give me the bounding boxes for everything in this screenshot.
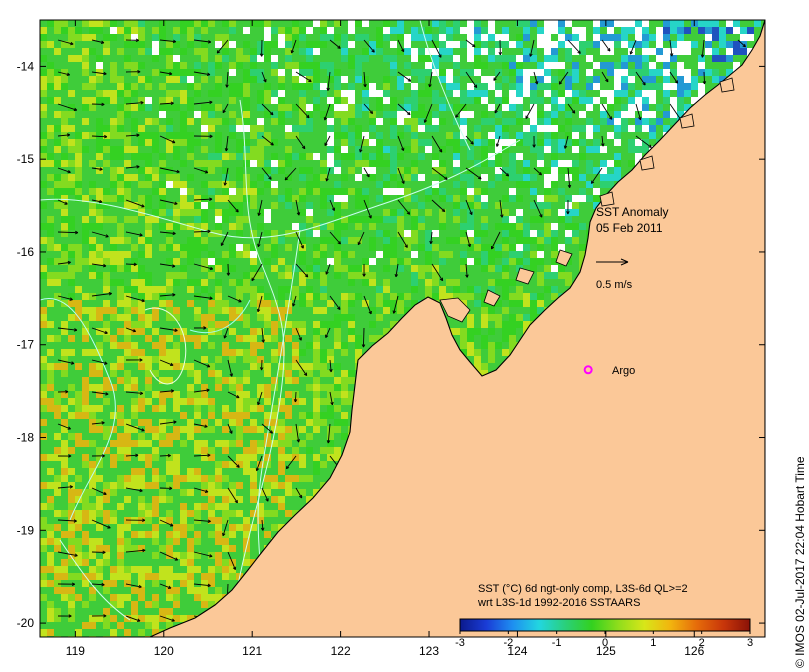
latitude-tick-label: -20 bbox=[17, 616, 35, 630]
imos-credit: © IMOS 02-Jul-2017 22:04 Hobart Time bbox=[793, 456, 807, 668]
colorbar-tick-label: 3 bbox=[747, 637, 753, 649]
latitude-axis: -14 -15 -16 -17 -18 -19 -20 bbox=[17, 59, 765, 630]
latitude-tick-label: -17 bbox=[17, 338, 35, 352]
map-title: SST Anomaly bbox=[596, 205, 669, 219]
surface-current-vectors bbox=[57, 38, 746, 636]
colorbar-tick-label: 2 bbox=[699, 637, 705, 649]
longitude-tick-label: 125 bbox=[596, 644, 616, 658]
longitude-tick-label: 121 bbox=[242, 644, 262, 658]
longitude-tick-label: 120 bbox=[154, 644, 174, 658]
velocity-scale-arrow bbox=[596, 258, 629, 266]
colorbar-tick-label: 1 bbox=[650, 637, 656, 649]
latitude-tick-label: -15 bbox=[17, 152, 35, 166]
sst-anomaly-colorbar: -3 -2 -1 0 1 2 3 bbox=[455, 618, 753, 649]
longitude-tick-label: 119 bbox=[66, 644, 85, 658]
colorbar-tick-label: -3 bbox=[455, 637, 465, 649]
argo-label: Argo bbox=[612, 365, 636, 377]
argo-float-marker bbox=[583, 365, 593, 375]
latitude-tick-label: -16 bbox=[17, 245, 35, 259]
longitude-axis: 119 120 121 122 123 124 125 126 bbox=[66, 20, 705, 658]
latitude-tick-label: -19 bbox=[17, 523, 35, 537]
velocity-scale-label: 0.5 m/s bbox=[596, 279, 633, 291]
plot-frame bbox=[39, 19, 766, 638]
sst-contour-lines bbox=[40, 20, 521, 621]
colorbar-tick-label: 0 bbox=[602, 637, 608, 649]
australia-land bbox=[149, 20, 765, 637]
latitude-tick-label: -14 bbox=[17, 59, 35, 73]
colorbar-title-line2: wrt L3S-1d 1992-2016 SSTAARS bbox=[478, 597, 641, 609]
map-date: 05 Feb 2011 bbox=[596, 221, 663, 235]
colorbar-tick-label: -1 bbox=[552, 637, 562, 649]
latitude-tick-label: -18 bbox=[17, 431, 35, 445]
longitude-tick-label: 122 bbox=[331, 644, 351, 658]
colorbar-title-line1: SST (°C) 6d ngt-only comp, L3S-6d QL>=2 bbox=[478, 583, 688, 595]
longitude-tick-label: 124 bbox=[507, 644, 527, 658]
kimberley-coast-islands bbox=[439, 77, 735, 323]
colorbar-tick-label: -2 bbox=[503, 637, 513, 649]
longitude-tick-label: 123 bbox=[419, 644, 439, 658]
longitude-tick-label: 126 bbox=[684, 644, 704, 658]
